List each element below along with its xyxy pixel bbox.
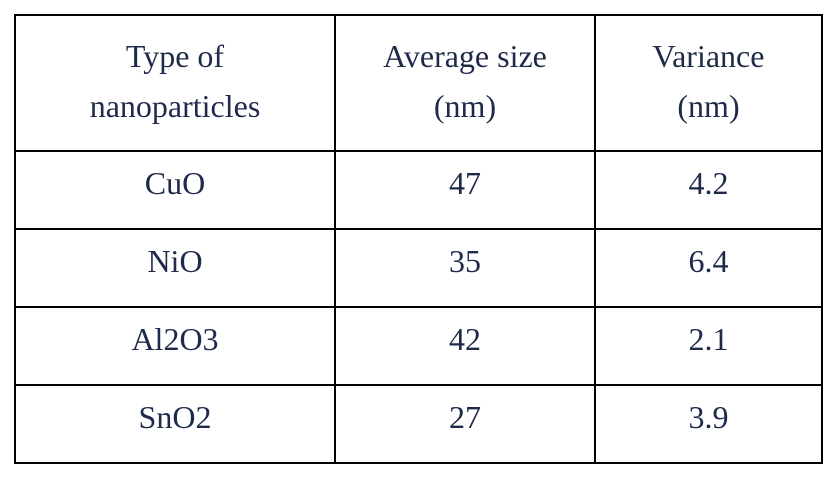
cell-average-size: 35	[334, 228, 596, 308]
table-row: SnO2 27 3.9	[14, 384, 823, 464]
cell-average-size: 47	[334, 150, 596, 230]
header-line: nanoparticles	[89, 88, 261, 124]
table-header-row: Type of nanoparticles Average size (nm) …	[14, 14, 823, 152]
header-line: Average size	[383, 38, 547, 74]
header-line: Variance	[652, 38, 765, 74]
nanoparticle-table: Type of nanoparticles Average size (nm) …	[14, 14, 823, 464]
header-average-size: Average size (nm)	[334, 14, 596, 152]
cell-type: SnO2	[14, 384, 336, 464]
cell-variance: 2.1	[594, 306, 823, 386]
header-type-of-nanoparticles: Type of nanoparticles	[14, 14, 336, 152]
header-variance: Variance (nm)	[594, 14, 823, 152]
cell-variance: 4.2	[594, 150, 823, 230]
table-row: CuO 47 4.2	[14, 150, 823, 230]
table-row: Al2O3 42 2.1	[14, 306, 823, 386]
cell-average-size: 27	[334, 384, 596, 464]
header-line: (nm)	[677, 88, 740, 124]
cell-variance: 3.9	[594, 384, 823, 464]
cell-variance: 6.4	[594, 228, 823, 308]
header-line: (nm)	[433, 88, 497, 124]
cell-average-size: 42	[334, 306, 596, 386]
table-row: NiO 35 6.4	[14, 228, 823, 308]
cell-type: Al2O3	[14, 306, 336, 386]
header-line: Type of	[125, 38, 225, 74]
cell-type: CuO	[14, 150, 336, 230]
cell-type: NiO	[14, 228, 336, 308]
nanoparticle-table-container: Type of nanoparticles Average size (nm) …	[14, 14, 823, 464]
